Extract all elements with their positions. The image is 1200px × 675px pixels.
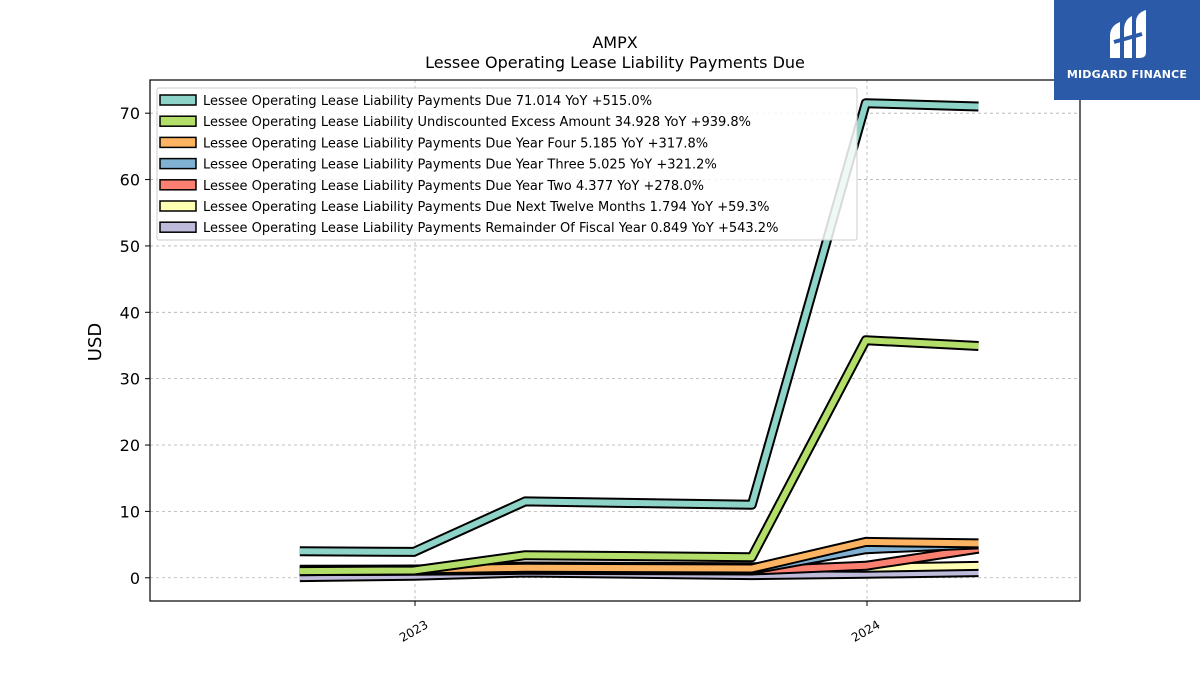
logo-mark-icon <box>1110 10 1146 58</box>
legend-item: Lessee Operating Lease Liability Undisco… <box>159 115 751 130</box>
legend-label: Lessee Operating Lease Liability Payment… <box>203 94 652 109</box>
y-tick-label: 60 <box>120 171 140 190</box>
legend-label: Lessee Operating Lease Liability Payment… <box>203 158 717 173</box>
legend-label: Lessee Operating Lease Liability Payment… <box>203 221 778 236</box>
x-tick-label: 2024 <box>849 617 882 644</box>
x-tick-label: 2023 <box>397 617 430 644</box>
legend-label: Lessee Operating Lease Liability Payment… <box>203 179 704 194</box>
legend-item: Lessee Operating Lease Liability Payment… <box>159 200 769 215</box>
legend-swatch <box>159 179 197 191</box>
series-layer <box>299 98 980 583</box>
y-tick-label: 40 <box>120 303 140 322</box>
legend-item: Lessee Operating Lease Liability Payment… <box>159 94 652 109</box>
chart-subtitle: Lessee Operating Lease Liability Payment… <box>425 53 805 72</box>
legend-swatch <box>159 221 197 233</box>
logo-text: MIDGARD FINANCE <box>1066 68 1188 81</box>
y-tick-label: 30 <box>120 370 140 389</box>
series-line <box>299 335 979 577</box>
series-outline <box>299 335 979 577</box>
y-tick-label: 50 <box>120 237 140 256</box>
legend-item: Lessee Operating Lease Liability Payment… <box>159 221 778 236</box>
legend-swatch <box>159 94 197 106</box>
legend-item: Lessee Operating Lease Liability Payment… <box>159 136 708 151</box>
legend: Lessee Operating Lease Liability Payment… <box>156 87 858 241</box>
legend-label: Lessee Operating Lease Liability Undisco… <box>203 115 751 130</box>
y-tick-label: 0 <box>130 569 140 588</box>
series-stroke <box>299 100 979 555</box>
y-axis-label: USD <box>85 323 106 361</box>
midgard-finance-logo: MIDGARD FINANCE <box>1054 0 1200 100</box>
legend-label: Lessee Operating Lease Liability Payment… <box>203 136 708 151</box>
legend-label: Lessee Operating Lease Liability Payment… <box>203 200 769 215</box>
y-tick-label: 20 <box>120 436 140 455</box>
legend-item: Lessee Operating Lease Liability Payment… <box>159 157 717 173</box>
plot-frame <box>149 79 1081 602</box>
y-tick-label: 70 <box>120 104 140 123</box>
legend-swatch <box>159 115 197 127</box>
legend-swatch <box>159 200 197 212</box>
y-tick-label: 10 <box>120 502 140 521</box>
legend-item: Lessee Operating Lease Liability Payment… <box>159 179 704 194</box>
legend-frame <box>156 87 858 241</box>
legend-swatch <box>159 136 197 149</box>
chart-title: AMPX <box>592 33 637 52</box>
series-stroke <box>299 337 979 575</box>
legend-swatch <box>159 157 197 170</box>
series-line <box>299 98 979 557</box>
